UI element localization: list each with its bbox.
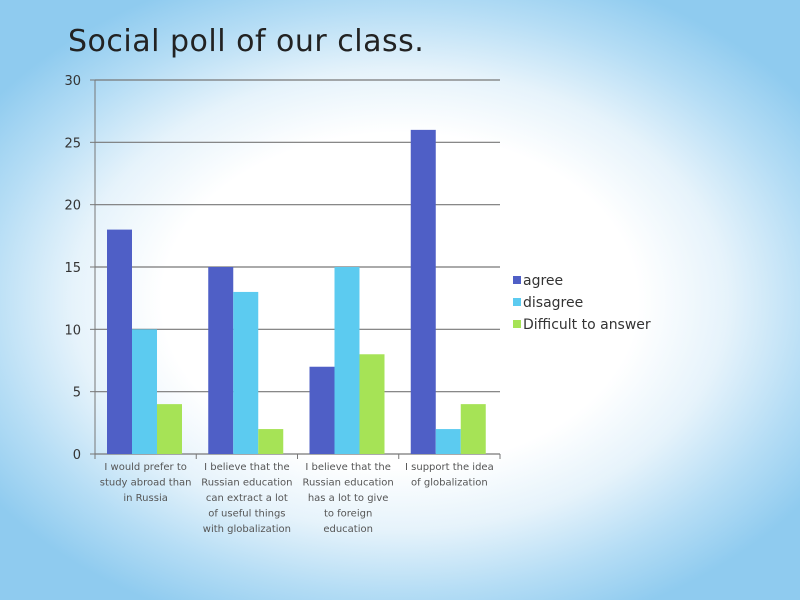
x-category-label-line: to foreign [324,509,372,520]
x-category-label-line: with globalization [203,524,291,535]
x-category-label-line: of globalization [411,478,488,489]
x-category-label: I believe that the Russian education can e… [201,462,292,535]
bar-difficult [157,404,182,454]
x-category-label-line: can extract a lot [206,493,288,504]
bars [107,129,486,454]
x-category-label-line: education [323,524,373,535]
y-tick-label: 10 [64,323,81,338]
bar-agree [309,366,335,454]
x-category-label-line: study abroad than [100,478,192,489]
bar-agree [208,267,234,454]
y-tick-label: 0 [73,448,81,463]
x-category-label-line: has a lot to give [308,493,389,504]
bar-disagree [334,267,360,454]
chart-title: Social poll of our class. [68,24,425,59]
x-category-label: I would prefer to study abroad than in Rus… [100,462,192,504]
x-category-label-line: Russian education [302,478,393,489]
y-tick-label: 30 [64,74,81,89]
legend-swatch-difficult [513,320,521,328]
legend-label: Difficult to answer [523,317,651,333]
x-category-label-line: I would prefer to [104,462,186,473]
x-category-label: I support the idea of globalization [405,462,494,489]
legend-label: agree [523,273,563,289]
legend: agree disagree Difficult to answer [513,273,651,333]
y-tick-label: 20 [64,199,81,214]
bar-difficult [460,404,486,454]
x-category-label: I believe that the Russian education has a… [302,462,393,535]
x-category-label-line: of useful things [208,509,285,520]
y-tick-label: 25 [64,136,81,151]
x-category-label-line: in Russia [123,493,167,504]
x-category-label-line: I support the idea [405,462,494,473]
bar-agree [410,129,436,454]
bar-disagree [435,429,461,454]
x-category-label-line: I believe that the [204,462,289,473]
legend-swatch-agree [513,276,521,284]
bar-difficult [359,354,385,454]
bar-difficult [258,429,284,454]
x-category-label-line: I believe that the [305,462,390,473]
legend-swatch-disagree [513,298,521,306]
bar-disagree [233,291,259,454]
axis-labels: 0 5 10 15 20 25 30 I would prefer to study abroa… [64,74,493,535]
bar-agree [107,229,132,454]
gridlines [95,79,500,393]
bar-disagree [132,329,157,454]
y-tick-label: 15 [64,261,81,276]
legend-label: disagree [523,295,583,311]
y-tick-label: 5 [73,386,81,401]
x-category-label-line: Russian education [201,478,292,489]
